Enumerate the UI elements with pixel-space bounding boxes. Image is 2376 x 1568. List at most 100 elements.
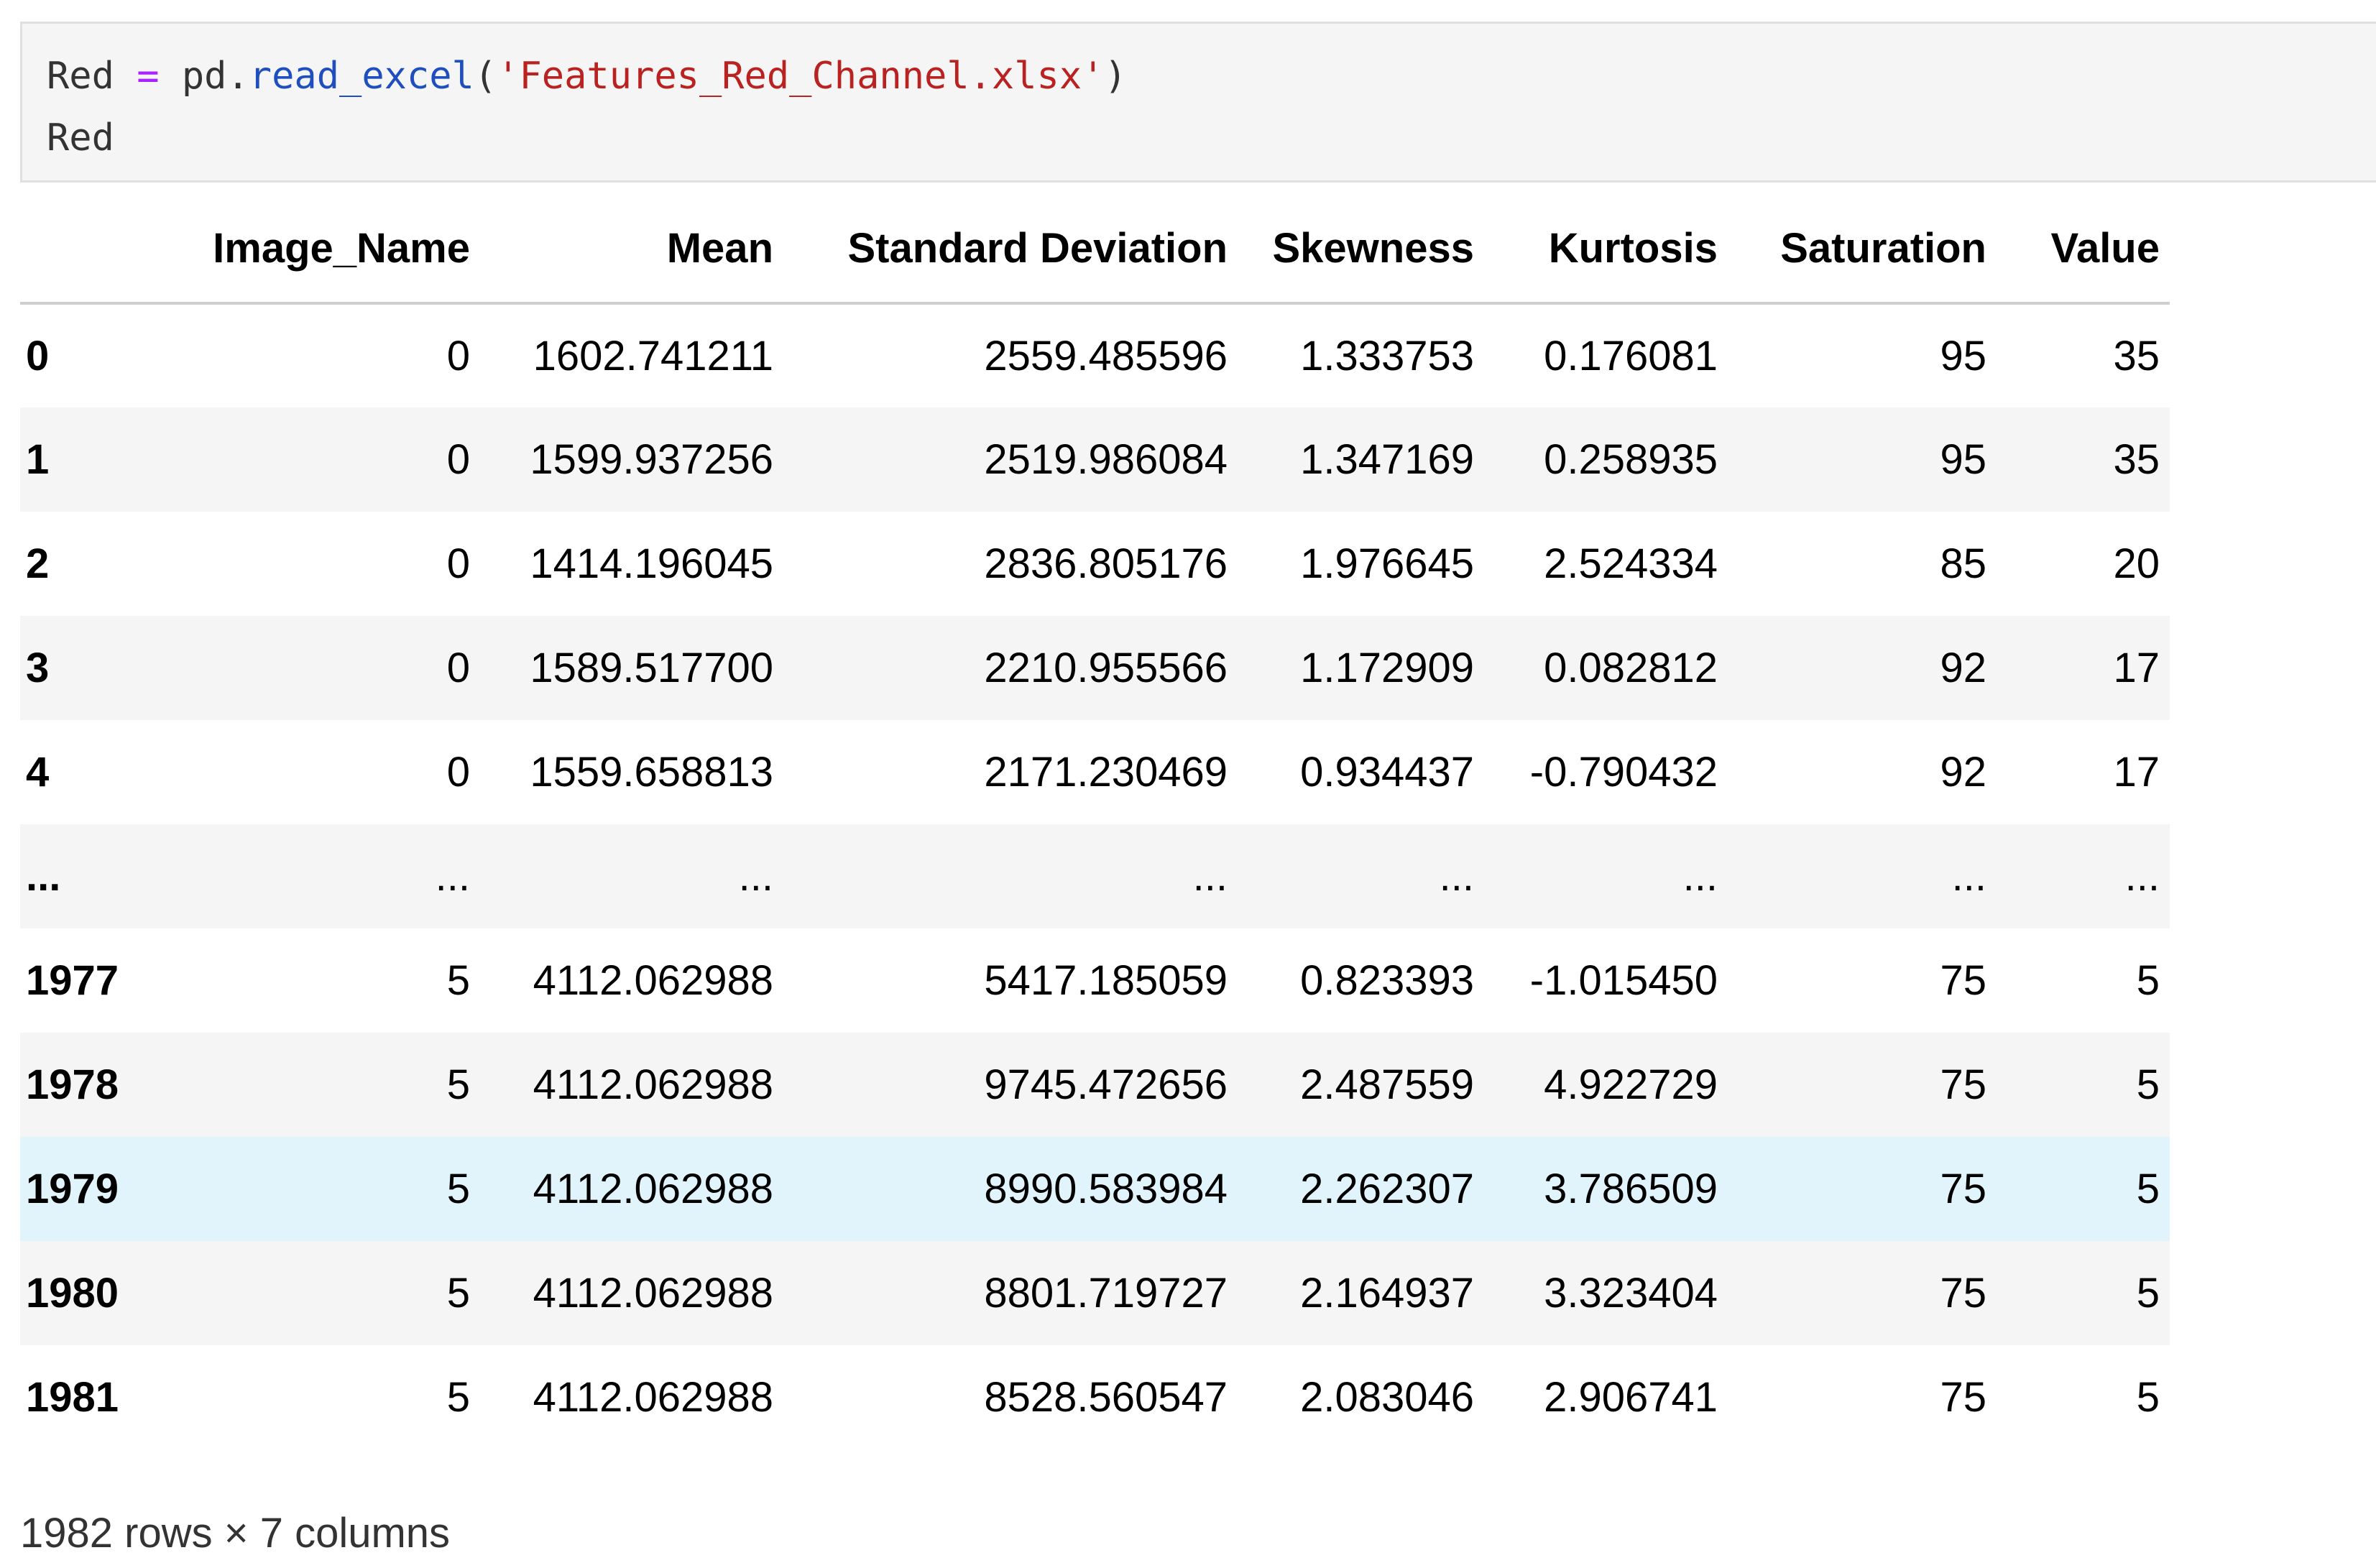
row-index: 1977 — [26, 957, 119, 1004]
cell: 0 — [446, 540, 470, 587]
cell: 0.082812 — [1544, 645, 1718, 691]
cell: 9745.472656 — [984, 1061, 1228, 1108]
cell: ... — [1439, 853, 1474, 900]
token: pd — [181, 55, 227, 98]
cell: 2.906741 — [1544, 1374, 1718, 1421]
cell: 1.976645 — [1300, 540, 1474, 587]
cell: 5 — [2136, 1166, 2160, 1212]
cell: 1.333753 — [1300, 333, 1474, 379]
cell: 2.487559 — [1300, 1061, 1474, 1108]
table-row: 1977 5 4112.062988 5417.185059 0.823393 -1.01… — [20, 928, 2170, 1033]
token: ( — [474, 55, 497, 98]
row-index: 0 — [26, 333, 50, 379]
cell: 1602.741211 — [533, 333, 773, 379]
cell: ... — [2124, 853, 2160, 900]
cell: ... — [1951, 853, 1986, 900]
row-index: 1980 — [26, 1270, 119, 1316]
cell: 0 — [446, 436, 470, 483]
table-row: ........................ — [20, 824, 2170, 928]
column-header: Standard Deviation — [783, 194, 1238, 305]
cell: 5 — [2136, 1061, 2160, 1108]
row-index: 1981 — [26, 1374, 119, 1421]
table-row: 4 0 1559.658813 2171.230469 0.934437 -0.79043… — [20, 720, 2170, 824]
cell: 2.262307 — [1300, 1166, 1474, 1212]
token: read_excel — [249, 55, 474, 98]
table-row: 1981 5 4112.062988 8528.560547 2.083046 2.906… — [20, 1345, 2170, 1449]
cell: 1599.937256 — [530, 436, 773, 483]
code-line: Red — [47, 116, 114, 160]
cell: 85 — [1940, 540, 1986, 587]
cell: 95 — [1940, 333, 1986, 379]
shape-note: 1982 rows × 7 columns — [20, 1510, 451, 1557]
table-row: 2 0 1414.196045 2836.805176 1.976645 2.524334… — [20, 512, 2170, 616]
cell: 92 — [1940, 749, 1986, 795]
cell: 4112.062988 — [533, 957, 773, 1004]
cell: 2.083046 — [1300, 1374, 1474, 1421]
row-index: 1979 — [26, 1166, 119, 1212]
header-row: Image_Name Mean Standard Deviation Skewness… — [20, 194, 2170, 305]
cell: 4112.062988 — [533, 1270, 773, 1316]
table-row: 3 0 1589.517700 2210.955566 1.172909 0.082812… — [20, 616, 2170, 720]
cell: 75 — [1940, 957, 1986, 1004]
table-row: 1978 5 4112.062988 9745.472656 2.487559 4.922… — [20, 1033, 2170, 1137]
token: Red — [47, 55, 114, 98]
table-row: 1 0 1599.937256 2519.986084 1.347169 0.258935… — [20, 407, 2170, 512]
cell: -1.015450 — [1529, 957, 1718, 1004]
cell: ... — [1192, 853, 1228, 900]
cell: 5 — [2136, 957, 2160, 1004]
cell: 0 — [446, 645, 470, 691]
cell: 17 — [2113, 645, 2160, 691]
token: . — [226, 55, 249, 98]
cell: 5 — [2136, 1374, 2160, 1421]
cell: 75 — [1940, 1374, 1986, 1421]
cell: 1414.196045 — [530, 540, 773, 587]
cell: 8801.719727 — [984, 1270, 1228, 1316]
table-row: 1979 5 4112.062988 8990.583984 2.262307 3.786… — [20, 1137, 2170, 1241]
cell: 5 — [446, 1270, 470, 1316]
table-row: 1980 5 4112.062988 8801.719727 2.164937 3.323… — [20, 1241, 2170, 1345]
cell: 4112.062988 — [533, 1061, 773, 1108]
token: = — [137, 55, 160, 98]
cell: 20 — [2113, 540, 2160, 587]
column-header: Saturation — [1728, 194, 1997, 305]
cell: 17 — [2113, 749, 2160, 795]
column-header: Image_Name — [180, 194, 480, 305]
cell: 0 — [446, 333, 470, 379]
code-line: Red = pd.read_excel('Features_Red_Channe… — [47, 45, 2376, 107]
column-header: Value — [1997, 194, 2170, 305]
cell: 0 — [446, 749, 470, 795]
cell: 2.164937 — [1300, 1270, 1474, 1316]
token: ) — [1104, 55, 1127, 98]
cell: ... — [738, 853, 773, 900]
cell: 75 — [1940, 1270, 1986, 1316]
cell: 2519.986084 — [984, 436, 1228, 483]
cell: 5 — [446, 957, 470, 1004]
cell: 3.786509 — [1544, 1166, 1718, 1212]
cell: -0.790432 — [1529, 749, 1718, 795]
cell: 2210.955566 — [984, 645, 1228, 691]
cell: 4112.062988 — [533, 1166, 773, 1212]
row-index: 2 — [26, 540, 50, 587]
cell: 8990.583984 — [984, 1166, 1228, 1212]
row-index: 3 — [26, 645, 50, 691]
index-header — [20, 194, 180, 305]
cell: 2171.230469 — [984, 749, 1228, 795]
column-header: Kurtosis — [1484, 194, 1728, 305]
cell: 95 — [1940, 436, 1986, 483]
cell: 1589.517700 — [530, 645, 773, 691]
token: 'Features_Red_Channel.xlsx' — [497, 55, 1105, 98]
row-index: ... — [26, 853, 61, 900]
cell: 8528.560547 — [984, 1374, 1228, 1421]
code-cell[interactable]: Red = pd.read_excel('Features_Red_Channe… — [20, 22, 2376, 183]
cell: ... — [1682, 853, 1718, 900]
cell: 75 — [1940, 1166, 1986, 1212]
table-row: 0 0 1602.741211 2559.485596 1.333753 0.176081… — [20, 303, 2170, 407]
cell: 35 — [2113, 333, 2160, 379]
cell: 5 — [446, 1061, 470, 1108]
column-header: Mean — [480, 194, 783, 305]
cell: 1.347169 — [1300, 436, 1474, 483]
row-index: 4 — [26, 749, 50, 795]
cell: 35 — [2113, 436, 2160, 483]
cell: 5 — [446, 1374, 470, 1421]
